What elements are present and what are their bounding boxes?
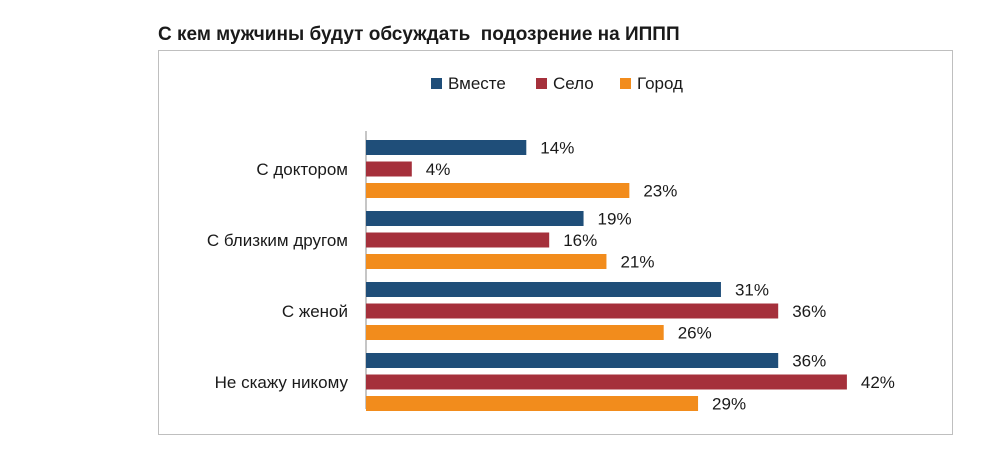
data-label: 26%	[678, 324, 712, 343]
data-label: 19%	[598, 210, 632, 229]
data-label: 42%	[861, 373, 895, 392]
data-label: 31%	[735, 281, 769, 300]
labels-group: С доктором 14% 4% 23% С близким другом 19%16%…	[207, 139, 895, 414]
bar-Вместе	[366, 353, 779, 368]
category-label: С близким другом	[207, 231, 348, 250]
bar-Город	[366, 254, 607, 269]
chart-title: С кем мужчины будут обсуждать подозрение…	[158, 24, 680, 45]
data-label: 36%	[792, 352, 826, 371]
legend-swatch	[431, 78, 442, 89]
legend-swatch	[536, 78, 547, 89]
legend: Вместе Село Город	[431, 74, 683, 93]
bar-Село	[366, 161, 412, 177]
legend-label: Вместе	[448, 74, 506, 93]
bar-Город	[366, 183, 630, 198]
bar-Город	[366, 396, 699, 411]
bar-Вместе	[366, 140, 527, 155]
data-label: 4%	[426, 160, 451, 179]
data-label: 21%	[620, 253, 654, 272]
bar-Вместе	[366, 211, 584, 226]
category-label: С женой	[282, 302, 348, 321]
bar-Село	[366, 303, 779, 319]
data-label: 23%	[643, 182, 677, 201]
data-label: 16%	[563, 231, 597, 250]
category-label: С доктором	[256, 160, 348, 179]
data-label: 29%	[712, 395, 746, 414]
legend-label: Село	[553, 74, 594, 93]
bar-Село	[366, 374, 847, 390]
category-label: Не скажу никому	[215, 373, 349, 392]
bar-Город	[366, 325, 664, 340]
legend-swatch	[620, 78, 631, 89]
data-label: 14%	[540, 139, 574, 158]
legend-label: Город	[637, 74, 683, 93]
bars-group	[366, 140, 847, 411]
bar-Село	[366, 232, 550, 248]
chart-frame	[158, 50, 953, 435]
bar-Вместе	[366, 282, 721, 297]
data-label: 36%	[792, 302, 826, 321]
